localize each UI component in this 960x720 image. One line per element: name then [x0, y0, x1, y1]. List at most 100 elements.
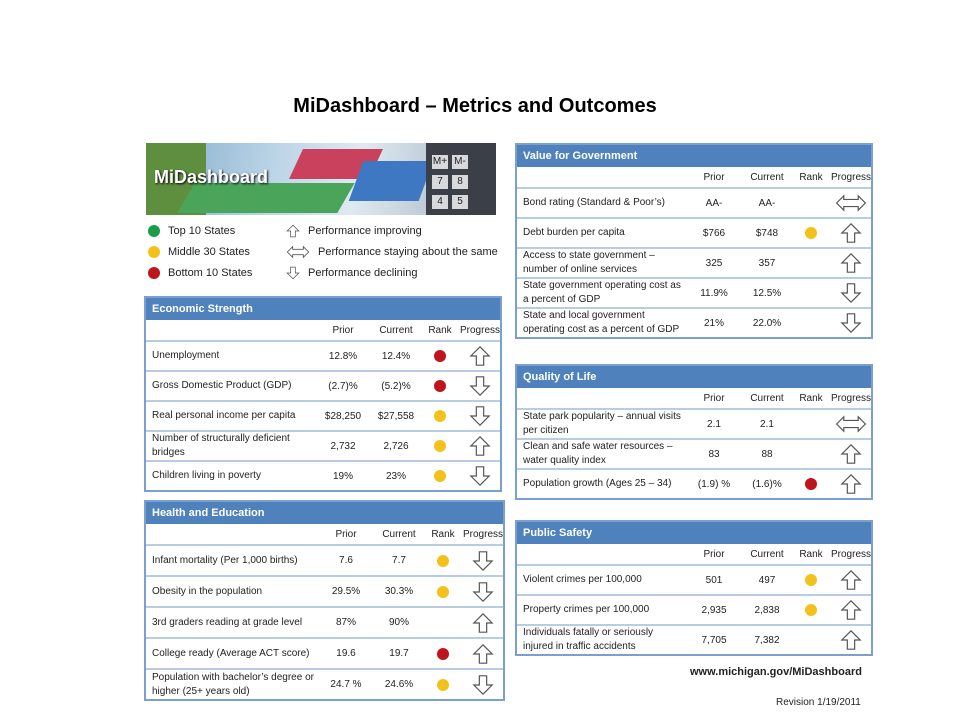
prior-value: 11.9%	[700, 287, 728, 299]
metric-row: State government operating cost as a per…	[517, 277, 871, 307]
rank-cell	[423, 647, 463, 660]
yellow-dot-icon	[805, 227, 817, 239]
yellow-dot-icon	[437, 678, 449, 691]
metric-row: College ready (Average ACT score) 19.6 19.…	[146, 637, 503, 668]
legend-top10: Top 10 States	[148, 222, 235, 240]
column-headers: Prior Current Rank Progress	[517, 388, 871, 408]
prior-value: 7.6	[339, 555, 353, 566]
panel-title: Public Safety	[517, 522, 871, 544]
yellow-dot-icon	[437, 585, 449, 598]
metric-row: Children living in poverty 19% 23%	[146, 460, 500, 490]
current-value: 22.0%	[752, 317, 782, 329]
health-education-panel: Health and Education Prior Current Rank Prog…	[144, 500, 505, 701]
column-header-progress: Progress	[831, 392, 872, 404]
metric-row: Gross Domestic Product (GDP) (2.7)% (5.2)%	[146, 370, 500, 400]
rank-cell	[420, 380, 460, 392]
column-header-rank: Rank	[799, 392, 823, 404]
red-dot-icon	[434, 380, 446, 392]
current-value: 7,382	[754, 634, 780, 646]
prior-value: 2.1	[707, 418, 721, 430]
calculator-image: M+ M- 7 8 4 5	[426, 143, 496, 215]
double-arrow-icon	[286, 245, 310, 259]
current-value: 19.7	[389, 648, 409, 659]
column-headers: Prior Current Rank Progress	[146, 524, 503, 544]
metric-name: Clean and safe water resources – water q…	[523, 441, 673, 466]
column-header-current: Current	[750, 392, 784, 404]
metric-name: Population growth (Ages 25 – 34)	[523, 478, 672, 489]
metric-name: Number of structurally deficient bridges	[152, 433, 290, 458]
metric-name: Population with bachelor’s degree or hig…	[152, 671, 314, 697]
metric-row: Population growth (Ages 25 – 34) (1.9) % (…	[517, 468, 871, 498]
prior-value: AA-	[705, 197, 723, 209]
up-arrow-icon	[460, 344, 500, 368]
metric-name: Children living in poverty	[152, 470, 261, 481]
column-header-rank: Rank	[799, 548, 823, 560]
metric-name: Real personal income per capita	[152, 410, 296, 421]
metric-name: College ready (Average ACT score)	[152, 647, 310, 659]
column-header-prior: Prior	[703, 392, 725, 404]
yellow-dot-icon	[148, 246, 160, 258]
up-arrow-icon	[831, 472, 871, 496]
down-arrow-icon	[460, 464, 500, 488]
yellow-dot-icon	[434, 470, 446, 482]
current-value: 12.4%	[381, 350, 411, 362]
up-arrow-icon	[286, 223, 300, 239]
rank-cell	[420, 350, 460, 362]
rank-cell	[791, 574, 831, 586]
prior-value: 19.6	[336, 648, 356, 659]
up-arrow-icon	[831, 628, 871, 652]
metric-row: Clean and safe water resources – water q…	[517, 438, 871, 468]
footer-url[interactable]: www.michigan.gov/MiDashboard	[690, 666, 862, 678]
metric-row: Violent crimes per 100,000 501 497	[517, 564, 871, 594]
metric-name: Bond rating (Standard & Poor’s)	[523, 197, 665, 208]
rank-cell	[791, 604, 831, 616]
prior-value: 29.5%	[331, 586, 361, 597]
column-headers: Prior Current Rank Progress	[517, 544, 871, 564]
down-arrow-icon	[286, 265, 300, 281]
metric-name: Property crimes per 100,000	[523, 604, 650, 615]
legend-improving: Performance improving	[286, 222, 422, 240]
metric-row: Bond rating (Standard & Poor’s) AA- AA-	[517, 187, 871, 217]
metric-name: Access to state government – number of o…	[523, 250, 655, 275]
metric-row: Infant mortality (Per 1,000 births) 7.6 7.…	[146, 544, 503, 575]
down-arrow-icon	[463, 673, 503, 697]
up-arrow-icon	[831, 251, 871, 275]
page-title: MiDashboard – Metrics and Outcomes	[293, 95, 657, 117]
metric-name: Unemployment	[152, 350, 220, 361]
rank-cell	[791, 227, 831, 239]
column-header-prior: Prior	[703, 548, 725, 560]
current-value: $748	[755, 227, 779, 239]
rank-cell	[423, 585, 463, 598]
prior-value: 325	[705, 257, 723, 269]
yellow-dot-icon	[434, 440, 446, 452]
midashboard-banner: M+ M- 7 8 4 5 MiDashboard	[146, 143, 496, 215]
down-arrow-icon	[460, 404, 500, 428]
current-value: AA-	[758, 197, 776, 209]
metric-name: Violent crimes per 100,000	[523, 574, 642, 585]
prior-value: 2,935	[701, 604, 727, 616]
current-value: 30.3%	[384, 586, 414, 597]
double-arrow-icon	[831, 194, 871, 212]
prior-value: 24.7 %	[330, 679, 362, 690]
prior-value: (1.9) %	[697, 478, 731, 490]
column-header-prior: Prior	[332, 324, 354, 336]
down-arrow-icon	[831, 311, 871, 335]
current-value: 2.1	[760, 418, 774, 430]
current-value: 24.6%	[384, 679, 414, 690]
column-header-progress: Progress	[831, 171, 872, 183]
legend-declining: Performance declining	[286, 264, 417, 282]
metric-row: 3rd graders reading at grade level 87% 90%	[146, 606, 503, 637]
current-value: 357	[758, 257, 776, 269]
column-header-prior: Prior	[703, 171, 725, 183]
column-header-progress: Progress	[460, 324, 501, 336]
column-header-prior: Prior	[335, 528, 357, 540]
yellow-dot-icon	[434, 410, 446, 422]
current-value: 23%	[385, 470, 406, 482]
prior-value: 2,732	[330, 440, 356, 452]
column-header-rank: Rank	[431, 528, 455, 540]
column-headers: Prior Current Rank Progress	[146, 320, 500, 340]
panel-title: Value for Government	[517, 145, 871, 167]
metric-name: State and local government operating cos…	[523, 310, 680, 335]
prior-value: (2.7)%	[328, 380, 358, 392]
panel-title: Economic Strength	[146, 298, 500, 320]
